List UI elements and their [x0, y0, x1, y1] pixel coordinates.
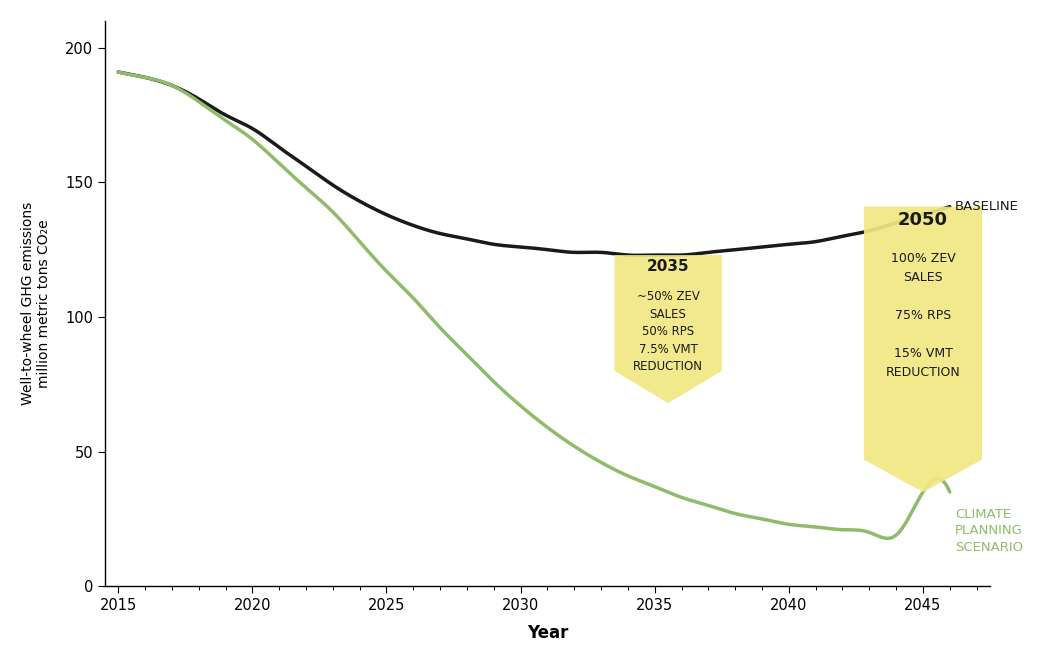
Polygon shape — [615, 255, 721, 403]
X-axis label: Year: Year — [527, 624, 569, 642]
Y-axis label: Well-to-wheel GHG emissions
million metric tons CO₂e: Well-to-wheel GHG emissions million metr… — [21, 202, 51, 405]
Polygon shape — [864, 207, 982, 492]
Text: ~50% ZEV
SALES
50% RPS
7.5% VMT
REDUCTION: ~50% ZEV SALES 50% RPS 7.5% VMT REDUCTIO… — [633, 290, 704, 373]
Text: BASELINE: BASELINE — [955, 200, 1019, 213]
Text: 2050: 2050 — [898, 211, 948, 229]
Text: CLIMATE
PLANNING
SCENARIO: CLIMATE PLANNING SCENARIO — [955, 508, 1023, 554]
Text: 100% ZEV
SALES

75% RPS

15% VMT
REDUCTION: 100% ZEV SALES 75% RPS 15% VMT REDUCTION — [886, 253, 960, 379]
Text: 2035: 2035 — [647, 259, 689, 274]
